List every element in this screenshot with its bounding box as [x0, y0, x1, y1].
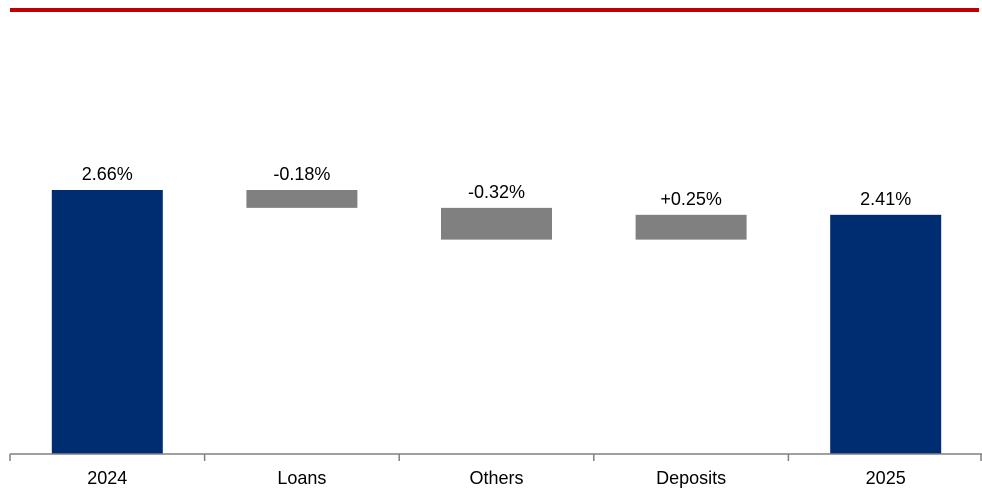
bar-loans	[246, 190, 358, 208]
x-axis	[9, 453, 982, 461]
data-label-deposits: +0.25%	[660, 189, 722, 209]
x-tick-label-others: Others	[469, 468, 523, 488]
bar-others	[441, 207, 552, 240]
data-labels-group: 2.66% -0.18% -0.32% +0.25% 2.41%	[82, 164, 911, 209]
data-label-2024: 2.66%	[82, 164, 133, 184]
category-labels-group: 2024 Loans Others Deposits 2025	[87, 468, 905, 488]
x-tick-label-2024: 2024	[87, 468, 127, 488]
data-label-loans: -0.18%	[273, 164, 330, 184]
x-tick-label-loans: Loans	[277, 468, 326, 488]
bars-group	[51, 190, 942, 454]
data-label-others: -0.32%	[468, 182, 525, 202]
top-red-rule	[10, 8, 979, 12]
data-label-2025: 2.41%	[860, 189, 911, 209]
x-tick-label-deposits: Deposits	[656, 468, 726, 488]
bar-2024	[51, 190, 163, 454]
bar-deposits	[635, 214, 747, 240]
x-tick-label-2025: 2025	[866, 468, 906, 488]
bar-2025	[830, 214, 942, 454]
